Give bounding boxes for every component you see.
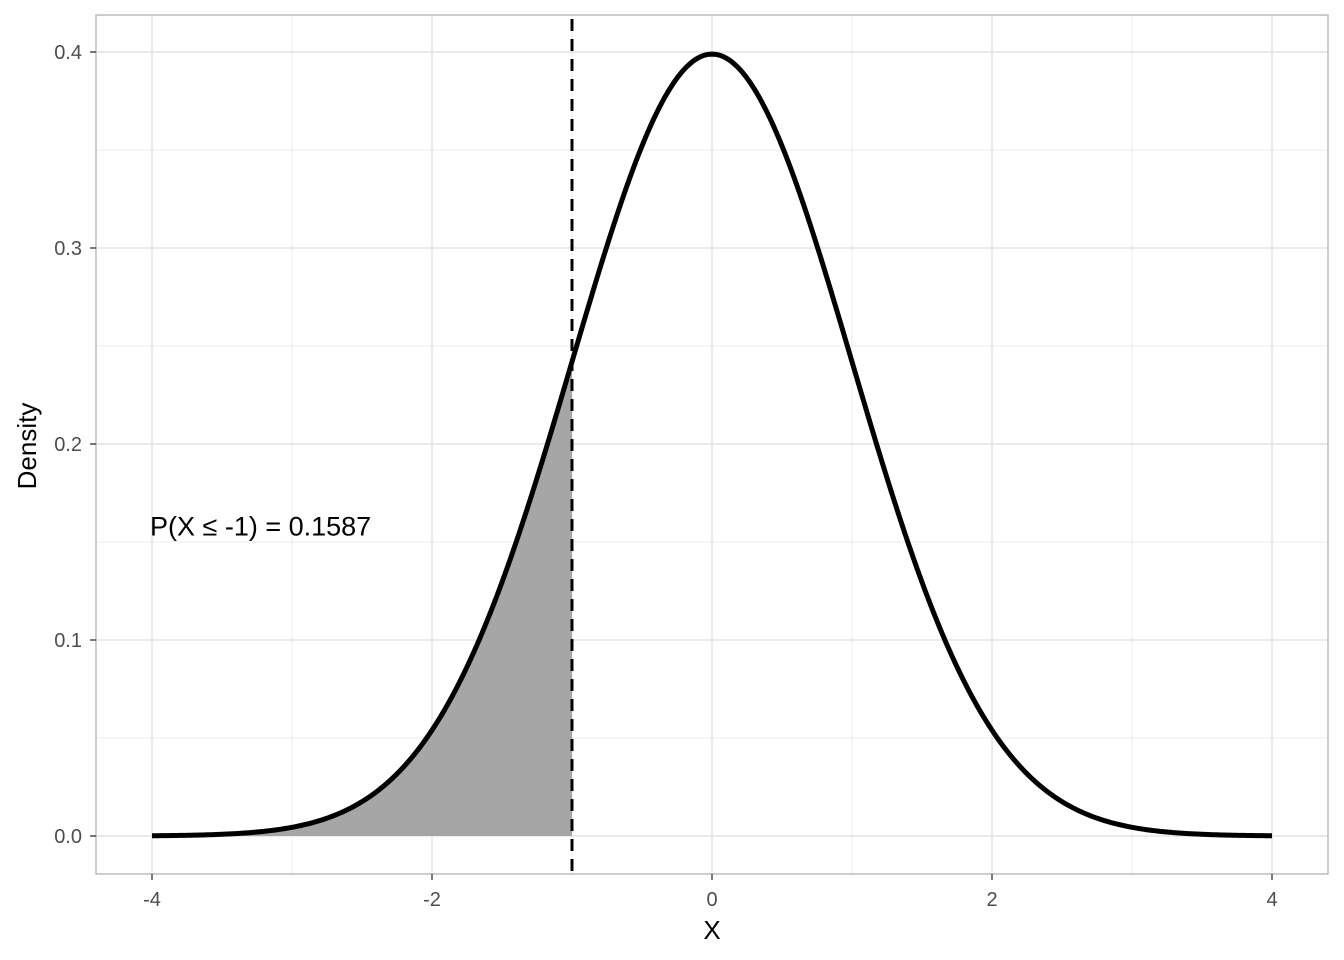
x-tick-label: 4 (1266, 889, 1277, 911)
y-tick-label: 0.0 (54, 826, 82, 848)
y-tick-label: 0.2 (54, 434, 82, 456)
x-axis-title: X (703, 915, 720, 945)
y-tick-label: 0.1 (54, 630, 82, 652)
y-axis-ticks: 0.0 0.1 0.2 0.3 0.4 (54, 42, 96, 848)
x-tick-label: -2 (423, 889, 441, 911)
x-tick-label: -4 (143, 889, 161, 911)
shaded-area (152, 361, 572, 836)
density-curve (151, 51, 1273, 839)
y-tick-label: 0.4 (54, 42, 82, 64)
x-tick-label: 2 (986, 889, 997, 911)
x-tick-label: 0 (706, 889, 717, 911)
x-axis-ticks: -4 -2 0 2 4 (143, 874, 1278, 911)
y-axis-title: Density (12, 403, 42, 490)
y-tick-label: 0.3 (54, 238, 82, 260)
probability-annotation: P(X ≤ -1) = 0.1587 (150, 511, 371, 541)
